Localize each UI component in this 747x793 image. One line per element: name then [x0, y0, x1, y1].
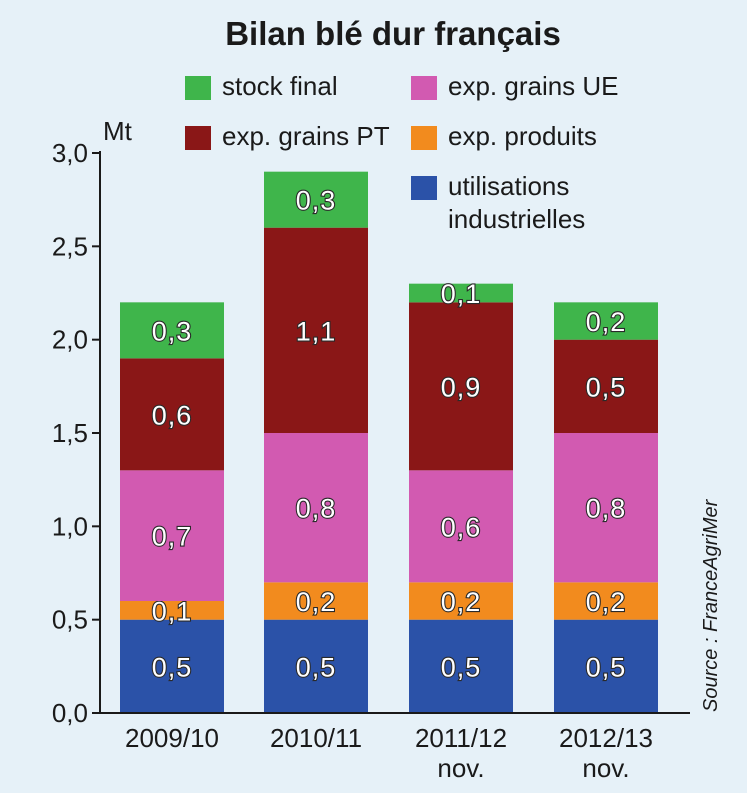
legend: stock final exp. grains UE exp. grains PT e… — [185, 71, 619, 234]
x-tick-label: 2012/13 — [559, 723, 653, 753]
legend-swatch — [411, 126, 437, 150]
data-label: 1,1 — [296, 316, 337, 346]
legend-label: utilisations — [448, 171, 569, 201]
y-tick-label: 2,5 — [52, 231, 88, 261]
data-label: 0,2 — [586, 587, 627, 617]
bar-segment — [409, 302, 513, 471]
x-tick-sublabel: nov. — [437, 753, 484, 783]
data-label: 0,5 — [586, 652, 627, 682]
x-tick-label: 2010/11 — [270, 723, 362, 753]
data-label: 0,2 — [296, 587, 337, 617]
data-label: 0,5 — [441, 652, 482, 682]
bar-segment — [120, 619, 224, 713]
data-label: 0,3 — [296, 186, 337, 216]
bar-stack: 0,5 0,2 0,8 1,1 0,3 — [264, 171, 368, 714]
bar-segment — [554, 302, 658, 340]
bar-segment — [554, 339, 658, 433]
legend-item: exp. produits — [411, 121, 597, 151]
data-label: 0,8 — [586, 494, 627, 524]
y-axis: 0,0 0,5 1,0 1,5 2,0 2,5 3,0 — [52, 138, 690, 728]
chart-title: Bilan blé dur français — [225, 15, 561, 52]
legend-swatch — [411, 76, 437, 100]
legend-swatch — [185, 76, 211, 100]
data-label: 0,7 — [152, 522, 193, 552]
data-label: 0,6 — [441, 512, 482, 542]
data-label: 0,5 — [152, 652, 193, 682]
legend-label: exp. grains UE — [448, 71, 619, 101]
legend-item: stock final — [185, 71, 338, 101]
bar-segment — [264, 171, 368, 228]
legend-label: exp. produits — [448, 121, 597, 151]
legend-label: stock final — [222, 71, 338, 101]
y-tick-label: 0,0 — [52, 698, 88, 728]
bar-segment — [264, 619, 368, 713]
data-label: 0,2 — [441, 587, 482, 617]
y-tick-label: 1,0 — [52, 511, 88, 541]
bar-segment — [120, 470, 224, 601]
y-tick-label: 0,5 — [52, 605, 88, 635]
bar-segment — [120, 358, 224, 471]
data-label: 0,2 — [586, 307, 627, 337]
bar-segment — [120, 601, 224, 620]
data-label: 0,3 — [152, 316, 193, 346]
y-axis-unit: Mt — [103, 116, 133, 146]
bar-stack: 0,5 0,2 0,8 0,5 0,2 — [554, 302, 658, 714]
bar-segment — [554, 433, 658, 583]
legend-item: exp. grains PT — [185, 121, 390, 151]
bar-segment — [554, 619, 658, 713]
bar-stack: 0,50,10,70,60,3 — [120, 302, 224, 714]
bar-segment — [409, 582, 513, 620]
y-tick-label: 1,5 — [52, 418, 88, 448]
data-label: 0,9 — [441, 372, 482, 402]
data-label: 0,1 — [441, 279, 482, 309]
bar-segment — [409, 619, 513, 713]
x-tick-sublabel: nov. — [582, 753, 629, 783]
bar-segment — [264, 227, 368, 433]
bars: 0,50,10,70,60,30,50,20,81,10,30,50,20,60… — [120, 171, 658, 714]
bar-segment — [554, 582, 658, 620]
legend-label: exp. grains PT — [222, 121, 390, 151]
legend-swatch — [411, 176, 437, 200]
data-label: 0,8 — [296, 494, 337, 524]
data-label: 0,5 — [586, 372, 627, 402]
legend-label: industrielles — [448, 204, 585, 234]
bar-segment — [120, 302, 224, 359]
data-label: 0,5 — [296, 652, 337, 682]
bar-segment — [264, 582, 368, 620]
bar-segment — [409, 283, 513, 303]
source-note: Source : FranceAgriMer — [700, 498, 722, 712]
legend-swatch — [185, 126, 211, 150]
legend-item: exp. grains UE — [411, 71, 619, 101]
data-label: 0,6 — [152, 400, 193, 430]
y-tick-label: 3,0 — [52, 138, 88, 168]
bar-segment — [264, 433, 368, 583]
x-tick-label: 2009/10 — [125, 723, 219, 753]
y-tick-label: 2,0 — [52, 325, 88, 355]
bar-segment — [409, 470, 513, 583]
bar-stack: 0,5 0,2 0,6 0,9 0,1 — [409, 278, 513, 714]
x-tick-label: 2011/12 — [415, 723, 507, 753]
